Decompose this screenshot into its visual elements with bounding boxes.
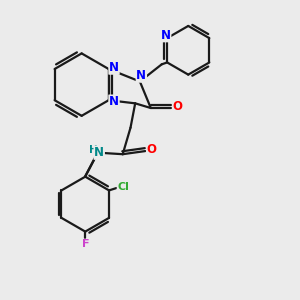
Text: N: N — [136, 69, 146, 82]
Text: O: O — [147, 143, 157, 156]
Text: H: H — [89, 145, 98, 155]
Text: N: N — [94, 146, 104, 159]
Text: N: N — [109, 61, 119, 74]
Text: N: N — [161, 28, 171, 42]
Text: O: O — [172, 100, 183, 113]
Text: Cl: Cl — [117, 182, 129, 192]
Text: F: F — [82, 239, 89, 249]
Text: N: N — [109, 95, 119, 108]
